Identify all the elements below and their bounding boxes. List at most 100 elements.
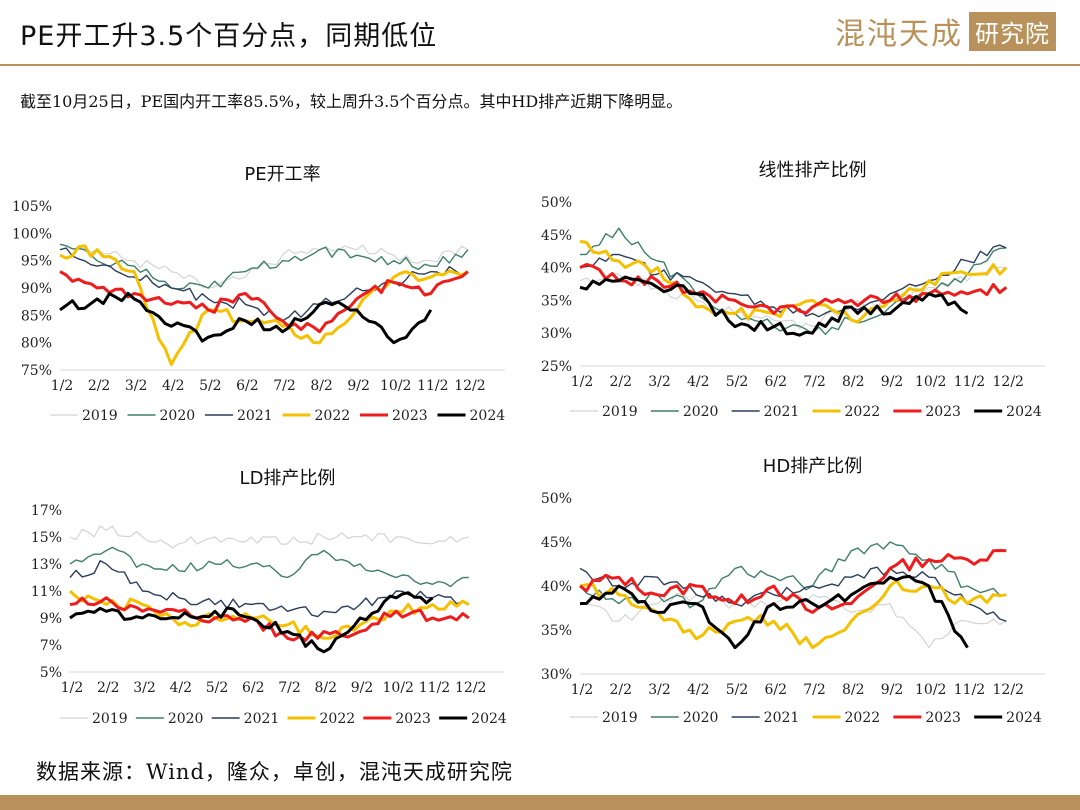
- y-tick-label: 90%: [21, 281, 52, 297]
- legend-label-2023: 2023: [925, 710, 961, 726]
- x-tick-label: 5/2: [726, 374, 749, 390]
- x-tick-label: 8/2: [314, 680, 337, 696]
- x-tick-label: 6/2: [236, 378, 259, 394]
- chart-pe-rate: PE开工率 75% 80% 85% 90% 95% 100% 105% 1/2 2/2 3/2 4/2…: [0, 150, 540, 448]
- y-tick-label: 95%: [21, 254, 52, 270]
- y-tick-label: 85%: [21, 308, 52, 324]
- y-tick-label: 35%: [541, 293, 572, 309]
- logo-institute: 研究院: [969, 11, 1056, 51]
- y-tick-label: 11%: [31, 584, 62, 600]
- x-tick-label: 4/2: [687, 374, 710, 390]
- y-tick-label: 45%: [541, 228, 572, 244]
- y-tick-label: 30%: [541, 326, 572, 342]
- legend-label-2024: 2024: [471, 711, 507, 727]
- series-line-2024: [59, 291, 433, 345]
- legend-label-2021: 2021: [764, 404, 800, 420]
- x-tick-label: 9/2: [881, 374, 904, 390]
- legend-label-2020: 2020: [160, 408, 196, 424]
- x-tick-label: 7/2: [803, 374, 826, 390]
- series-line-2022: [68, 589, 470, 640]
- x-tick-label: 7/2: [278, 680, 301, 696]
- y-tick-label: 9%: [40, 611, 62, 627]
- logo: 混沌天成 研究院: [835, 10, 1056, 52]
- legend-label-2024: 2024: [470, 408, 506, 424]
- x-tick-label: 1/2: [61, 680, 84, 696]
- x-tick-label: 1/2: [571, 682, 594, 698]
- y-tick-label: 105%: [12, 199, 52, 215]
- x-tick-label: 11/2: [954, 374, 985, 390]
- series-line-2023: [579, 549, 1007, 614]
- y-tick-label: 40%: [541, 579, 572, 595]
- legend-label-2024: 2024: [1006, 404, 1042, 420]
- legend-label-2021: 2021: [237, 408, 273, 424]
- legend-label-2023: 2023: [925, 404, 961, 420]
- series-line-2024: [579, 275, 969, 337]
- x-tick-label: 7/2: [273, 378, 296, 394]
- legend-label-2019: 2019: [92, 711, 128, 727]
- legend-label-2019: 2019: [602, 710, 638, 726]
- y-tick-label: 7%: [40, 638, 62, 654]
- x-tick-label: 3/2: [648, 374, 671, 390]
- legend-label-2021: 2021: [244, 711, 280, 727]
- y-tick-label: 25%: [541, 359, 572, 375]
- series-line-2024: [579, 574, 969, 650]
- x-tick-label: 7/2: [803, 682, 826, 698]
- y-tick-label: 30%: [541, 667, 572, 683]
- y-tick-label: 13%: [31, 557, 62, 573]
- legend-label-2021: 2021: [764, 710, 800, 726]
- legend-label-2022: 2022: [320, 711, 356, 727]
- legend-label-2022: 2022: [845, 710, 881, 726]
- series-line-2019: [69, 525, 469, 549]
- y-tick-label: 40%: [541, 261, 572, 277]
- legend-label-2022: 2022: [315, 408, 351, 424]
- series-line-2021: [59, 247, 469, 322]
- legend-label-2020: 2020: [168, 711, 204, 727]
- series-line-2023: [59, 270, 469, 334]
- footer-bar: [0, 795, 1080, 810]
- x-tick-label: 3/2: [648, 682, 671, 698]
- x-tick-label: 12/2: [455, 680, 486, 696]
- x-tick-label: 2/2: [609, 374, 632, 390]
- chart-hd-ratio: HD排产比例 30% 35% 40% 45% 50% 1/2 2/2 3/2 4/2 5/2 6/2 7…: [540, 448, 1080, 746]
- x-tick-label: 6/2: [764, 374, 787, 390]
- y-tick-label: 35%: [541, 623, 572, 639]
- y-tick-label: 45%: [541, 535, 572, 551]
- x-tick-label: 9/2: [881, 682, 904, 698]
- y-tick-label: 50%: [541, 195, 572, 211]
- series-line-2021: [69, 560, 470, 618]
- y-tick-label: 5%: [40, 665, 62, 681]
- logo-brand: 混沌天成: [835, 17, 963, 52]
- chart-svg-ld-ratio: LD排产比例 5% 7% 9% 11% 13% 15% 17% 1/2 2/2 3/2 4/2 5/2 6…: [31, 468, 507, 727]
- x-tick-label: 11/2: [417, 378, 448, 394]
- x-tick-label: 9/2: [351, 680, 374, 696]
- chart-svg-linear-ratio: 线性排产比例 25% 30% 35% 40% 45% 50% 1/2 2/2 3/2 4/2 5/2 6…: [541, 160, 1045, 420]
- x-tick-label: 10/2: [915, 374, 946, 390]
- chart-ld-ratio: LD排产比例 5% 7% 9% 11% 13% 15% 17% 1/2 2/2 3/2 4/2 5/2 6…: [0, 448, 540, 746]
- legend-label-2023: 2023: [395, 711, 431, 727]
- x-tick-label: 5/2: [199, 378, 222, 394]
- chart-svg-hd-ratio: HD排产比例 30% 35% 40% 45% 50% 1/2 2/2 3/2 4/2 5/2 6/2 7…: [541, 456, 1045, 726]
- x-tick-label: 2/2: [97, 680, 120, 696]
- legend-label-2020: 2020: [683, 404, 719, 420]
- legend-label-2023: 2023: [392, 408, 428, 424]
- x-tick-label: 1/2: [51, 378, 74, 394]
- y-tick-label: 75%: [21, 363, 52, 379]
- x-tick-label: 4/2: [162, 378, 185, 394]
- header-divider: [0, 64, 1080, 66]
- x-tick-label: 6/2: [242, 680, 265, 696]
- chart-title: LD排产比例: [240, 468, 336, 489]
- series-line-2020: [579, 541, 1007, 609]
- x-tick-label: 10/2: [383, 680, 414, 696]
- x-tick-label: 4/2: [687, 682, 710, 698]
- legend-label-2022: 2022: [845, 404, 881, 420]
- x-tick-label: 12/2: [454, 378, 485, 394]
- series-line-2024: [69, 591, 434, 654]
- y-tick-label: 50%: [541, 491, 572, 507]
- chart-linear-ratio: 线性排产比例 25% 30% 35% 40% 45% 50% 1/2 2/2 3/2 4/2 5/2 6…: [540, 150, 1080, 448]
- page-title: PE开工升3.5个百分点，同期低位: [20, 21, 438, 52]
- x-tick-label: 12/2: [993, 682, 1024, 698]
- x-tick-label: 10/2: [380, 378, 411, 394]
- data-source: 数据来源：Wind，隆众，卓创，混沌天成研究院: [36, 760, 513, 784]
- series-line-2020: [69, 546, 469, 588]
- x-tick-label: 2/2: [88, 378, 111, 394]
